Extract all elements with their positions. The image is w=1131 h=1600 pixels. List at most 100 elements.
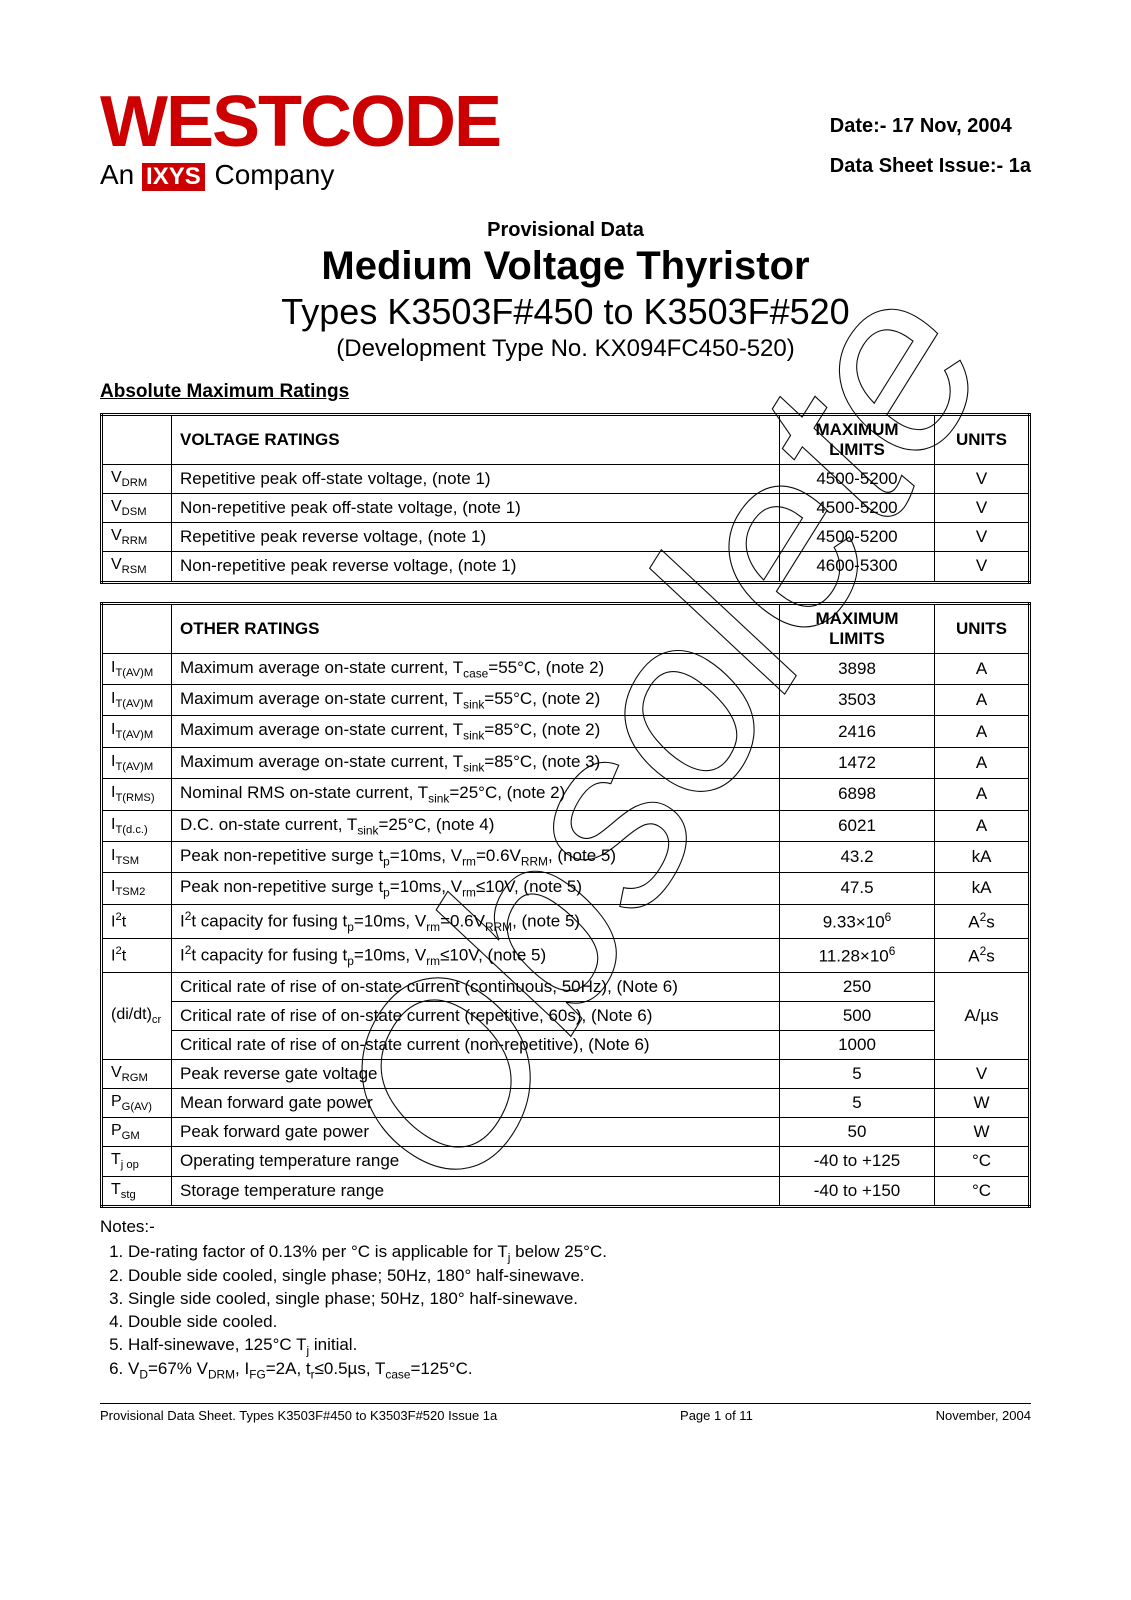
desc-cell: D.C. on-state current, Tsink=25°C, (note… [172,810,780,841]
date-line: Date:- 17 Nov, 2004 [830,106,1031,146]
symbol-cell: Tstg [102,1176,172,1206]
footer-left: Provisional Data Sheet. Types K3503F#450… [100,1408,497,1423]
desc-cell: Storage temperature range [172,1176,780,1206]
symbol-cell: (di/dt)cr [102,972,172,1059]
desc-cell: Maximum average on-state current, Tsink=… [172,716,780,747]
desc-cell: Repetitive peak off-state voltage, (note… [172,464,780,493]
title-block: Provisional Data Medium Voltage Thyristo… [100,219,1031,363]
main-title: Medium Voltage Thyristor [100,244,1031,289]
symbol-cell: IT(RMS) [102,779,172,810]
table-row: PG(AV)Mean forward gate power5W [102,1088,1030,1117]
unit-cell: V [935,1059,1030,1088]
other-ratings-table: OTHER RATINGS MAXIMUM LIMITS UNITS IT(AV… [100,602,1031,1208]
max-cell: 50 [780,1118,935,1147]
table-row: ITSM2Peak non-repetitive surge tp=10ms, … [102,873,1030,904]
table-row: IT(AV)MMaximum average on-state current,… [102,653,1030,684]
desc-cell: Critical rate of rise of on-state curren… [172,1001,780,1030]
col-heading-voltage: VOLTAGE RATINGS [172,414,780,464]
notes-title: Notes:- [100,1216,1031,1239]
section-heading: Absolute Maximum Ratings [100,381,1031,403]
desc-cell: I2t capacity for fusing tp=10ms, Vrm≤10V… [172,938,780,972]
symbol-cell: PGM [102,1118,172,1147]
symbol-cell: VDSM [102,493,172,522]
development-type: (Development Type No. KX094FC450-520) [100,335,1031,363]
max-cell: 4500-5200 [780,493,935,522]
symbol-cell: IT(AV)M [102,716,172,747]
page-footer: Provisional Data Sheet. Types K3503F#450… [100,1403,1031,1423]
symbol-cell: ITSM2 [102,873,172,904]
note-item: Double side cooled, single phase; 50Hz, … [128,1265,1031,1288]
table-row: Critical rate of rise of on-state curren… [102,1001,1030,1030]
desc-cell: Operating temperature range [172,1147,780,1176]
desc-cell: Maximum average on-state current, Tcase=… [172,653,780,684]
voltage-ratings-table: VOLTAGE RATINGS MAXIMUM LIMITS UNITS VDR… [100,413,1031,584]
unit-cell: W [935,1118,1030,1147]
table-row: TstgStorage temperature range-40 to +150… [102,1176,1030,1206]
ixys-brand-box: IXYS [142,163,205,191]
desc-cell: Maximum average on-state current, Tsink=… [172,747,780,778]
note-item: Half-sinewave, 125°C Tj initial. [128,1334,1031,1358]
max-cell: 4600-5300 [780,552,935,582]
desc-cell: Maximum average on-state current, Tsink=… [172,684,780,715]
table-row: IT(AV)MMaximum average on-state current,… [102,747,1030,778]
symbol-cell: IT(AV)M [102,684,172,715]
logo-main: WESTCODE [100,90,500,155]
header: WESTCODE An IXYS Company Date:- 17 Nov, … [100,90,1031,191]
symbol-cell: IT(AV)M [102,747,172,778]
max-cell: 1000 [780,1030,935,1059]
logo-sub-suffix: Company [207,159,335,190]
footer-center: Page 1 of 11 [680,1408,753,1423]
unit-cell: W [935,1088,1030,1117]
max-cell: 6021 [780,810,935,841]
max-cell: 4500-5200 [780,523,935,552]
max-cell: 6898 [780,779,935,810]
table-row: (di/dt)crCritical rate of rise of on-sta… [102,972,1030,1001]
unit-cell: A/µs [935,972,1030,1059]
symbol-cell: IT(AV)M [102,653,172,684]
symbol-cell: I2t [102,904,172,938]
unit-cell: V [935,523,1030,552]
symbol-cell: IT(d.c.) [102,810,172,841]
table-row: VRRMRepetitive peak reverse voltage, (no… [102,523,1030,552]
max-cell: 9.33×106 [780,904,935,938]
table-row: I2tI2t capacity for fusing tp=10ms, Vrm≤… [102,938,1030,972]
max-cell: 1472 [780,747,935,778]
desc-cell: Non-repetitive peak reverse voltage, (no… [172,552,780,582]
max-cell: 11.28×106 [780,938,935,972]
desc-cell: Mean forward gate power [172,1088,780,1117]
symbol-cell: ITSM [102,841,172,872]
col-units: UNITS [935,414,1030,464]
col-symbol [102,414,172,464]
logo-sub-prefix: An [100,159,142,190]
table-row: VDRMRepetitive peak off-state voltage, (… [102,464,1030,493]
types-title: Types K3503F#450 to K3503F#520 [100,291,1031,333]
desc-cell: I2t capacity for fusing tp=10ms, Vrm=0.6… [172,904,780,938]
max-cell: 3898 [780,653,935,684]
unit-cell: V [935,552,1030,582]
max-cell: -40 to +150 [780,1176,935,1206]
symbol-cell: Tj op [102,1147,172,1176]
unit-cell: A2s [935,938,1030,972]
table-row: Critical rate of rise of on-state curren… [102,1030,1030,1059]
symbol-cell: I2t [102,938,172,972]
header-meta: Date:- 17 Nov, 2004 Data Sheet Issue:- 1… [830,90,1031,186]
table-header-row: VOLTAGE RATINGS MAXIMUM LIMITS UNITS [102,414,1030,464]
desc-cell: Peak non-repetitive surge tp=10ms, Vrm≤1… [172,873,780,904]
table-row: IT(AV)MMaximum average on-state current,… [102,684,1030,715]
note-item: De-rating factor of 0.13% per °C is appl… [128,1241,1031,1265]
table-row: VDSMNon-repetitive peak off-state voltag… [102,493,1030,522]
symbol-cell: VRGM [102,1059,172,1088]
max-cell: 3503 [780,684,935,715]
desc-cell: Peak non-repetitive surge tp=10ms, Vrm=0… [172,841,780,872]
unit-cell: kA [935,841,1030,872]
unit-cell: A [935,779,1030,810]
unit-cell: A [935,747,1030,778]
unit-cell: kA [935,873,1030,904]
desc-cell: Peak reverse gate voltage [172,1059,780,1088]
max-cell: 4500-5200 [780,464,935,493]
notes-section: Notes:- De-rating factor of 0.13% per °C… [100,1216,1031,1383]
desc-cell: Non-repetitive peak off-state voltage, (… [172,493,780,522]
unit-cell: A [935,653,1030,684]
max-cell: 43.2 [780,841,935,872]
max-cell: 47.5 [780,873,935,904]
